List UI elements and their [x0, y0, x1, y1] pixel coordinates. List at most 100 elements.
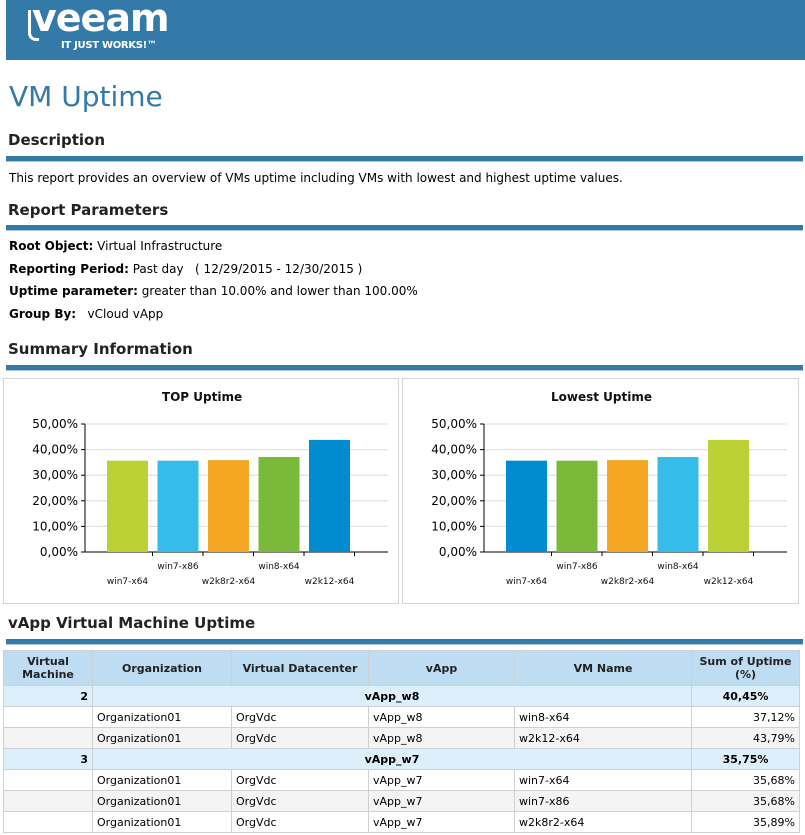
cell-empty: [3, 727, 93, 749]
column-header-vm-name[interactable]: VM Name: [514, 650, 692, 686]
y-tick-label: 10,00%: [32, 519, 78, 533]
vapp-uptime-heading: vApp Virtual Machine Uptime: [8, 614, 256, 632]
chart-svg: TOP Uptime 0,00% 10,00% 20,00% 30,00% 40,00% 5…: [32, 390, 388, 587]
bar: [657, 456, 699, 552]
bar: [309, 439, 350, 552]
section-divider: [6, 365, 803, 371]
bar: [107, 460, 148, 552]
cell-vdc: OrgVdc: [231, 727, 369, 749]
group-vapp-name: vApp_w7: [92, 748, 692, 770]
cell-vdc: OrgVdc: [231, 790, 369, 812]
param-label: Group By:: [9, 307, 77, 321]
y-tick-label: 20,00%: [32, 494, 78, 508]
chart-svg: Lowest Uptime 0,00% 10,00% 20,00% 30,00% 40,0…: [431, 390, 787, 587]
cell-uptime: 37,12%: [691, 706, 800, 728]
param-uptime: Uptime parameter: greater than 10.00% an…: [9, 284, 418, 298]
y-tick-label: 40,00%: [32, 443, 78, 457]
x-category-label: w2k12-x64: [305, 577, 355, 587]
y-tick-label: 30,00%: [431, 468, 477, 482]
x-category-label: w2k12-x64: [704, 577, 754, 587]
cell-uptime: 35,89%: [691, 811, 800, 833]
param-label: Reporting Period:: [9, 262, 129, 276]
bar: [556, 460, 598, 552]
cell-vdc: OrgVdc: [231, 706, 369, 728]
table-row: Organization01 OrgVdc vApp_w7 win7-x86 35,68…: [3, 790, 800, 812]
cell-vm-name: win7-x64: [514, 769, 692, 791]
section-divider: [6, 639, 803, 645]
param-label: Uptime parameter:: [9, 284, 138, 298]
param-label: Root Object:: [9, 239, 94, 253]
param-value: Virtual Infrastructure: [97, 239, 223, 253]
cell-empty: [3, 811, 93, 833]
cell-vdc: OrgVdc: [231, 811, 369, 833]
cell-empty: [3, 790, 93, 812]
y-tick-label: 50,00%: [32, 417, 78, 431]
y-tick-label: 50,00%: [431, 417, 477, 431]
table-header-row: Virtual Machine Organization Virtual Dat…: [3, 650, 800, 686]
column-header-organization[interactable]: Organization: [92, 650, 232, 686]
cell-empty: [3, 706, 93, 728]
y-tick-label: 40,00%: [431, 443, 477, 457]
logo-tagline: IT JUST WORKS!™: [61, 40, 157, 51]
logo-wordmark: veeam: [32, 0, 170, 40]
column-header-virtual-datacenter[interactable]: Virtual Datacenter: [231, 650, 369, 686]
column-header-vapp[interactable]: vApp: [368, 650, 515, 686]
cell-organization: Organization01: [92, 706, 232, 728]
cell-uptime: 35,68%: [691, 790, 800, 812]
cell-vdc: OrgVdc: [231, 769, 369, 791]
bar: [258, 456, 300, 552]
x-category-label: win7-x86: [556, 562, 598, 572]
y-tick-label: 0,00%: [40, 545, 78, 559]
bar: [208, 460, 249, 552]
bar: [506, 460, 547, 552]
param-value: greater than 10.00% and lower than 100.0…: [141, 284, 418, 298]
description-text: This report provides an overview of VMs …: [9, 171, 623, 185]
y-tick-label: 0,00%: [439, 545, 477, 559]
column-header-sum-of-uptime[interactable]: Sum of Uptime (%): [691, 650, 800, 686]
param-root-object: Root Object: Virtual Infrastructure: [9, 239, 222, 253]
logo-bracket: [28, 10, 39, 41]
x-category-label: w2k8r2-x64: [601, 577, 655, 587]
x-category-label: win7-x64: [107, 577, 149, 587]
cell-vm-name: win7-x86: [514, 790, 692, 812]
y-tick-label: 10,00%: [431, 519, 477, 533]
y-tick-label: 20,00%: [431, 494, 477, 508]
cell-empty: [3, 769, 93, 791]
group-vapp-name: vApp_w8: [92, 685, 692, 707]
report-parameters-heading: Report Parameters: [8, 201, 169, 219]
x-category-label: win8-x64: [657, 562, 699, 572]
description-heading: Description: [8, 131, 106, 149]
y-tick-label: 30,00%: [32, 468, 78, 482]
header-banner: veeam IT JUST WORKS!™: [6, 0, 805, 60]
x-category-label: win7-x86: [157, 562, 199, 572]
vapp-uptime-table: Virtual Machine Organization Virtual Dat…: [3, 650, 800, 833]
cell-vm-name: w2k8r2-x64: [514, 811, 692, 833]
x-category-label: win7-x64: [506, 577, 548, 587]
table-row: Organization01 OrgVdc vApp_w7 win7-x64 35,68…: [3, 769, 800, 791]
chart-title: TOP Uptime: [162, 390, 242, 404]
bar: [157, 460, 199, 552]
section-divider: [6, 225, 803, 231]
group-vm-count: 3: [3, 748, 93, 770]
cell-vapp: vApp_w8: [368, 727, 515, 749]
section-divider: [6, 156, 803, 162]
x-category-label: win8-x64: [258, 562, 300, 572]
param-value: Past day ( 12/29/2015 - 12/30/2015 ): [132, 262, 363, 276]
column-header-virtual-machine[interactable]: Virtual Machine: [3, 650, 93, 686]
top-uptime-chart: TOP Uptime 0,00% 10,00% 20,00% 30,00% 40,00% 5…: [3, 378, 399, 604]
lowest-uptime-chart: Lowest Uptime 0,00% 10,00% 20,00% 30,00% 40,0…: [402, 378, 799, 604]
x-category-label: w2k8r2-x64: [202, 577, 256, 587]
cell-organization: Organization01: [92, 727, 232, 749]
param-reporting-period: Reporting Period: Past day ( 12/29/2015 …: [9, 262, 362, 276]
bar: [708, 439, 749, 552]
table-row: Organization01 OrgVdc vApp_w8 w2k12-x64 43,7…: [3, 727, 800, 749]
cell-vm-name: win8-x64: [514, 706, 692, 728]
cell-organization: Organization01: [92, 790, 232, 812]
bar: [607, 460, 648, 552]
cell-vm-name: w2k12-x64: [514, 727, 692, 749]
group-uptime-sum: 35,75%: [691, 748, 800, 770]
table-row: Organization01 OrgVdc vApp_w8 win8-x64 37,12…: [3, 706, 800, 728]
cell-vapp: vApp_w7: [368, 811, 515, 833]
summary-heading: Summary Information: [8, 340, 193, 358]
cell-uptime: 43,79%: [691, 727, 800, 749]
